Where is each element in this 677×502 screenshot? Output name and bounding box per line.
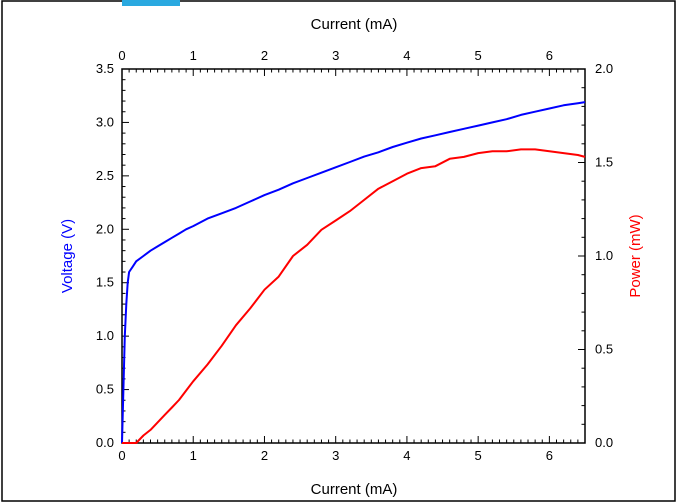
y-axis-left-title: Voltage (V)	[59, 219, 76, 293]
y-right-tick-label: 1.5	[595, 155, 613, 170]
x-tick-label: 5	[475, 448, 482, 463]
y-right-tick-label: 0.5	[595, 342, 613, 357]
voltage-series-line	[121, 101, 586, 444]
y-right-tick-label: 1.0	[595, 248, 613, 263]
x-top-tick-label: 1	[190, 48, 197, 63]
x-tick-label: 0	[118, 448, 125, 463]
y-right-tick-label: 2.0	[595, 61, 613, 76]
y-left-tick-label: 3.0	[96, 114, 114, 129]
y-left-tick-label: 1.0	[96, 328, 114, 343]
x-tick-label: 3	[332, 448, 339, 463]
y-left-tick-label: 1.5	[96, 275, 114, 290]
x-top-tick-label: 0	[118, 48, 125, 63]
y-left-tick-label: 2.0	[96, 221, 114, 236]
y-right-tick-label: 0.0	[595, 435, 613, 450]
power-series-line	[122, 148, 586, 444]
cropped-heading-fragment	[122, 0, 180, 6]
x-tick-label: 2	[261, 448, 268, 463]
y-left-tick-label: 0.5	[96, 382, 114, 397]
y-left-tick-label: 3.5	[96, 61, 114, 76]
x-axis-title: Current (mA)	[311, 481, 398, 498]
x-top-tick-label: 4	[403, 48, 410, 63]
x-top-tick-label: 5	[475, 48, 482, 63]
x-tick-label: 4	[403, 448, 410, 463]
x-top-tick-label: 2	[261, 48, 268, 63]
y-left-tick-label: 0.0	[96, 435, 114, 450]
x-top-tick-label: 3	[332, 48, 339, 63]
x-tick-label: 6	[546, 448, 553, 463]
x-axis-top-title: Current (mA)	[311, 16, 398, 33]
x-tick-label: 1	[190, 448, 197, 463]
y-left-tick-label: 2.5	[96, 168, 114, 183]
series-layer	[121, 101, 586, 444]
axes-layer: 0 1 2 3 4 5 6 0 1 2 3 4 5 6 0.0 0.5 1.0 1.5 2.0 2.5 3.0 3.5 0.…	[96, 48, 613, 463]
plot-area-border	[121, 68, 586, 444]
x-top-tick-label: 6	[546, 48, 553, 63]
y-axis-right-title: Power (mW)	[627, 214, 644, 297]
